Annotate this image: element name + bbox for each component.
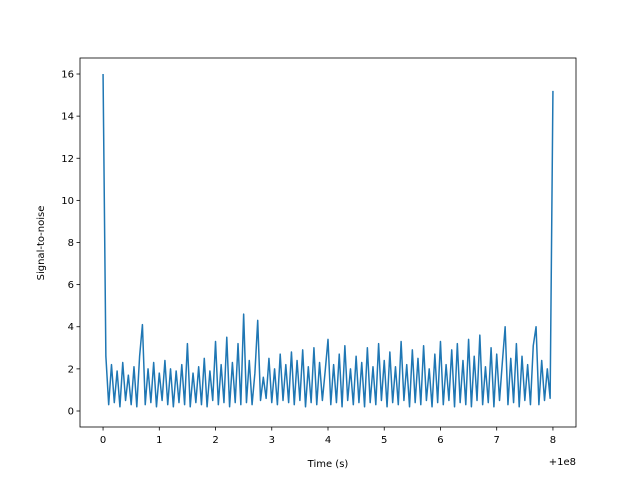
y-axis-label: Signal-to-noise <box>36 206 47 281</box>
data-line <box>102 74 554 408</box>
x-tick-label: 3 <box>269 435 275 446</box>
x-tick-label: 0 <box>100 435 106 446</box>
y-tick-label: 10 <box>61 196 74 207</box>
y-tick-label: 16 <box>61 70 74 81</box>
y-tick-label: 0 <box>68 406 74 417</box>
y-tick-label: 4 <box>68 322 74 333</box>
y-tick-label: 14 <box>61 112 74 123</box>
plot-frame <box>79 57 577 428</box>
y-tick-label: 6 <box>68 280 74 291</box>
x-tick-label: 1 <box>156 435 162 446</box>
x-tick-label: 8 <box>550 435 556 446</box>
y-tick-label: 2 <box>68 364 74 375</box>
x-tick-label: 4 <box>325 435 331 446</box>
y-tick-label: 12 <box>61 154 74 165</box>
x-axis-label: Time (s) <box>307 459 349 470</box>
x-tick-label: 2 <box>212 435 218 446</box>
x-tick-label: 5 <box>381 435 387 446</box>
x-tick-label: 6 <box>437 435 443 446</box>
y-tick-label: 8 <box>68 238 74 249</box>
x-offset-label: +1e8 <box>549 457 576 468</box>
x-tick-label: 7 <box>494 435 500 446</box>
